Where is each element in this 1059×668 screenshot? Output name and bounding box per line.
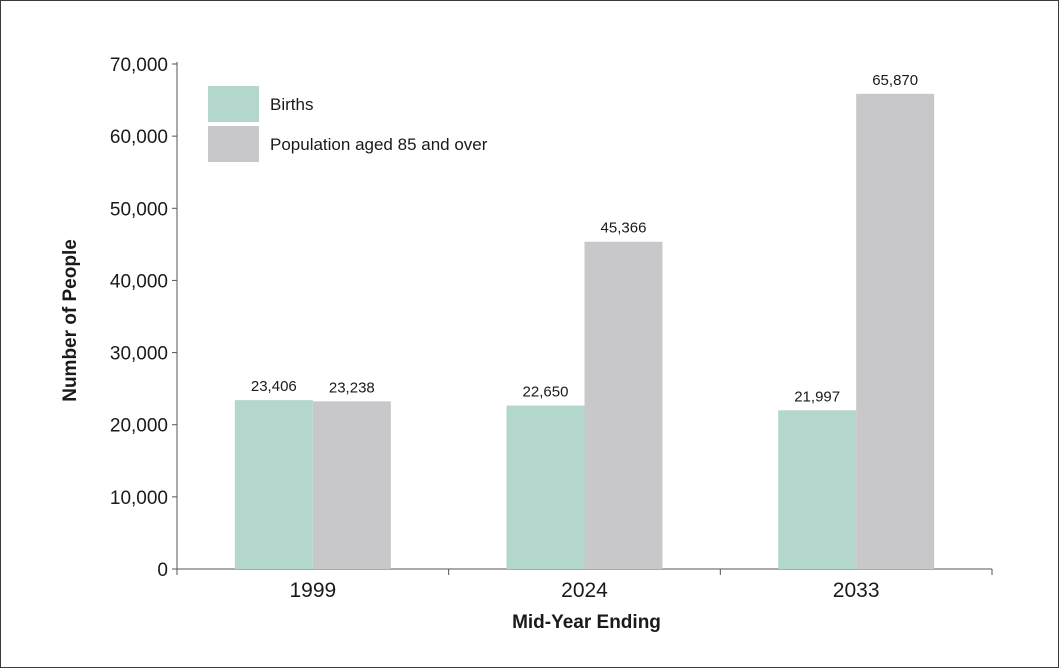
legend-swatch <box>208 126 259 162</box>
bar-population-85-plus <box>856 93 935 570</box>
data-label: 22,650 <box>523 384 569 401</box>
y-tick-label: 40,000 <box>110 271 168 292</box>
y-axis-title: Number of People <box>60 239 81 402</box>
data-labels: 23,406 23,238 22,650 45,366 21,997 65,870 <box>251 72 918 406</box>
data-label: 21,997 <box>794 388 840 405</box>
x-axis-title: Mid-Year Ending <box>512 612 661 633</box>
y-tick-label: 30,000 <box>110 344 168 365</box>
y-tick-label: 0 <box>157 560 168 581</box>
data-label: 23,406 <box>251 378 297 395</box>
data-label: 65,870 <box>872 72 918 89</box>
legend-label: Population aged 85 and over <box>270 135 488 154</box>
legend-label: Births <box>270 95 313 114</box>
y-tick-label: 20,000 <box>110 416 168 437</box>
data-label: 45,366 <box>601 220 647 237</box>
bar-births <box>234 400 313 569</box>
bar-population-85-plus <box>312 401 391 569</box>
x-tick-label: 2024 <box>561 579 608 602</box>
bars <box>234 93 935 570</box>
x-tick-label: 1999 <box>289 579 336 602</box>
legend: Births Population aged 85 and over <box>208 86 488 162</box>
y-tick-label: 60,000 <box>110 127 168 148</box>
x-tick-label: 2033 <box>833 579 880 602</box>
data-label: 23,238 <box>329 379 375 396</box>
y-tick-label: 10,000 <box>110 488 168 509</box>
legend-swatch <box>208 86 259 122</box>
bar-births <box>506 405 585 569</box>
y-tick-label: 50,000 <box>110 199 168 220</box>
y-tick-label: 70,000 <box>110 55 168 76</box>
bar-population-85-plus <box>584 241 663 569</box>
bar-births <box>778 410 857 569</box>
